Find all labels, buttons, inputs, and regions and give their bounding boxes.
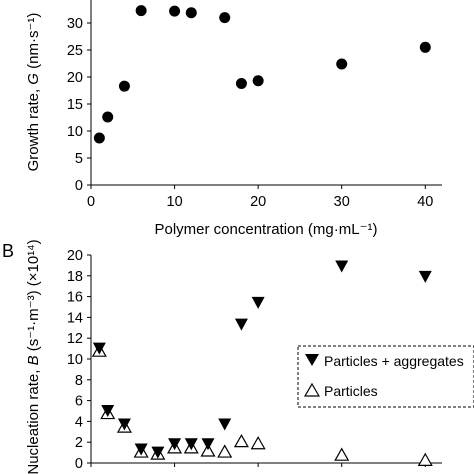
panel-a-y-tick-label: 15 — [67, 97, 83, 113]
particles-data-point — [217, 444, 233, 458]
legend-label-particles-aggregates: Particles + aggregates — [324, 353, 464, 369]
particles-aggregates-data-point — [101, 405, 115, 417]
particles-aggregates-data-point — [418, 270, 432, 283]
panel-b-y-tick-label: 8 — [75, 373, 83, 389]
panel-a-x-axis-label: Polymer concentration (mg·mL⁻¹) — [155, 221, 378, 238]
panel-b-legend: Particles + aggregates Particles — [297, 345, 474, 408]
panel-a-data-point — [419, 41, 431, 53]
panel-a-x-tick-label: 30 — [334, 194, 350, 210]
panel-a-x-tick-label: 40 — [417, 194, 433, 210]
panel-a-axes — [90, 0, 442, 186]
panel-a-data-point — [102, 111, 114, 123]
panel-a-y-tick-label: 5 — [75, 151, 83, 167]
legend-box — [297, 345, 474, 408]
panel-a-data-points — [93, 5, 431, 144]
panel-a-y-axis-label-unit: (nm·s⁻¹) — [25, 13, 42, 73]
panel-a-y-axis-label-symbol: G — [25, 73, 42, 85]
panel-b-letter: B — [2, 241, 14, 261]
panel-a-data-point — [336, 58, 348, 70]
panel-a-y-tick-label: 20 — [67, 70, 83, 86]
panel-a-data-point — [169, 5, 181, 17]
particles-aggregates-data-point — [168, 438, 182, 451]
panel-a-y-tick-label: 30 — [67, 16, 83, 32]
particles-aggregates-data-point — [335, 260, 349, 273]
particles-aggregates-data-point — [184, 438, 198, 451]
legend-marker-particles — [303, 382, 321, 397]
particles-aggregates-data-point — [201, 438, 215, 451]
particles-data-point — [417, 452, 433, 466]
particles-aggregates-data-point — [251, 296, 265, 309]
panel-a-x-tick-label: 0 — [87, 194, 95, 210]
panel-b-y-tick-label: 4 — [75, 414, 83, 430]
particles-aggregates-data-point — [92, 342, 106, 355]
legend-label-particles: Particles — [324, 383, 378, 399]
panel-b-y-tick-label: 20 — [67, 248, 83, 264]
panel-b-y-tick-label: 12 — [67, 331, 83, 347]
particles-data-point — [334, 447, 350, 461]
panel-a-ticks: 0 5 10 15 20 25 30 0 10 20 30 40 — [67, 16, 433, 210]
particles-aggregates-data-point — [234, 318, 248, 331]
panel-a-y-axis-label: Growth rate, G (nm·s⁻¹) — [25, 13, 42, 172]
panel-a-y-axis-label-main: Growth rate, — [25, 85, 42, 172]
panel-a-growth-rate-chart: 0 5 10 15 20 25 30 0 10 20 30 40 Polymer concentrat… — [25, 0, 442, 238]
particles-data-point — [233, 433, 249, 448]
particles-data-point — [250, 436, 266, 450]
panel-b-y-tick-label: 16 — [67, 290, 83, 306]
panel-a-data-point — [219, 12, 231, 24]
panel-a-data-point — [235, 77, 247, 89]
panel-a-data-point — [252, 75, 264, 87]
panel-b-y-axis-label-main: Nucleation rate, — [25, 365, 42, 474]
panel-b-ticks: 0 2 4 6 8 10 12 14 16 18 20 — [67, 248, 426, 472]
panel-b-data-points — [91, 260, 433, 466]
panel-b-y-tick-label: 14 — [67, 310, 83, 326]
panel-b-y-axis-label-symbol: B — [25, 355, 42, 365]
panel-a-y-tick-label: 25 — [67, 43, 83, 59]
panel-a-data-point — [93, 132, 105, 144]
panel-a-data-point — [185, 7, 197, 19]
panel-b-y-axis-label-unit: (s⁻¹·m⁻³) (×10¹⁴) — [25, 239, 42, 355]
panel-a-y-tick-label: 0 — [75, 178, 83, 194]
panel-b-y-tick-label: 6 — [75, 394, 83, 410]
panel-b-y-tick-label: 18 — [67, 269, 83, 285]
particles-aggregates-data-point — [218, 418, 232, 431]
panel-b-nucleation-rate-chart: B 0 2 4 6 8 10 12 14 16 18 20 Nucleation rate, B (… — [2, 239, 474, 474]
panel-b-y-tick-label: 2 — [75, 435, 83, 451]
panel-a-x-tick-label: 10 — [167, 194, 183, 210]
panel-a-data-point — [135, 5, 147, 17]
panel-b-y-tick-label: 10 — [67, 352, 83, 368]
panel-a-y-tick-label: 10 — [67, 124, 83, 140]
panel-b-y-tick-label: 0 — [75, 456, 83, 472]
legend-marker-particles-aggregates — [305, 354, 319, 366]
panel-a-data-point — [118, 80, 130, 92]
particles-aggregates-data-point — [117, 418, 131, 431]
particles-aggregates-data-point — [134, 443, 148, 456]
panel-b-y-axis-label: Nucleation rate, B (s⁻¹·m⁻³) (×10¹⁴) — [25, 239, 42, 474]
particles-aggregates-data-point — [151, 446, 165, 459]
panel-a-x-tick-label: 20 — [250, 194, 266, 210]
